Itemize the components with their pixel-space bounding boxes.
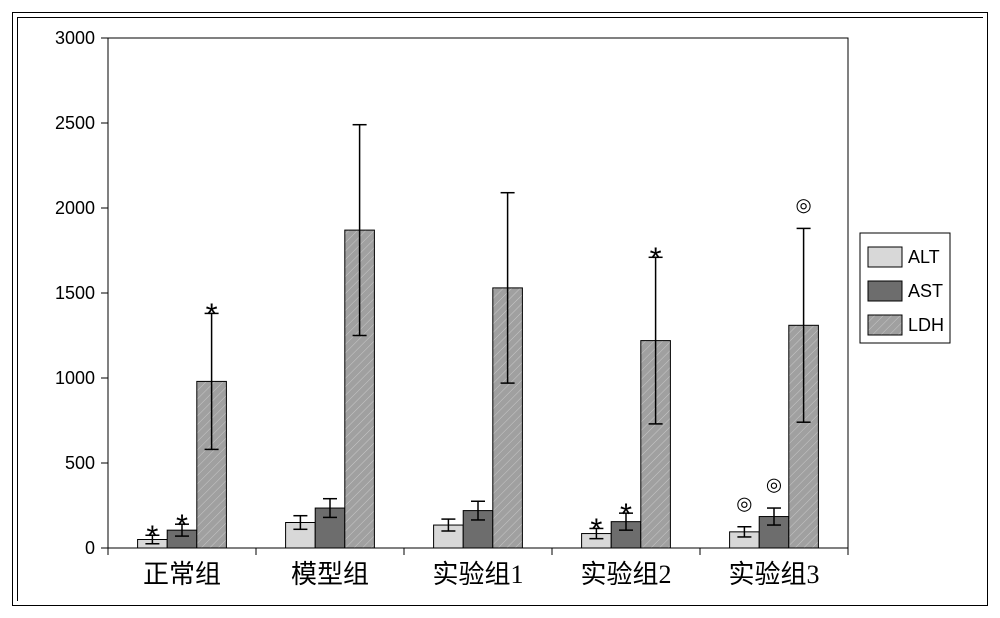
y-tick-label: 1000 <box>55 368 95 388</box>
y-tick-label: 3000 <box>55 28 95 48</box>
legend-swatch <box>868 315 902 335</box>
significance-symbol: ◎ <box>736 492 752 513</box>
legend-swatch <box>868 281 902 301</box>
x-category-label: 实验组3 <box>728 560 819 589</box>
significance-symbol: ◎ <box>795 194 811 215</box>
significance-symbol: * <box>176 507 188 542</box>
x-category-label: 实验组1 <box>432 560 523 589</box>
y-tick-label: 2500 <box>55 113 95 133</box>
significance-symbol: * <box>206 297 218 332</box>
y-tick-label: 2000 <box>55 198 95 218</box>
significance-symbol: * <box>590 512 602 547</box>
significance-symbol: * <box>650 241 662 276</box>
y-tick-label: 1500 <box>55 283 95 303</box>
significance-symbol: * <box>146 518 158 553</box>
y-tick-label: 500 <box>65 453 95 473</box>
legend-label: LDH <box>908 315 944 335</box>
legend-swatch <box>868 247 902 267</box>
significance-symbol: ◎ <box>766 474 782 495</box>
x-category-label: 实验组2 <box>580 560 671 589</box>
significance-symbol: * <box>620 496 632 531</box>
legend-label: ALT <box>908 247 940 267</box>
y-tick-label: 0 <box>85 538 95 558</box>
x-category-label: 模型组 <box>291 560 369 589</box>
x-category-label: 正常组 <box>143 560 221 589</box>
legend-label: AST <box>908 281 943 301</box>
